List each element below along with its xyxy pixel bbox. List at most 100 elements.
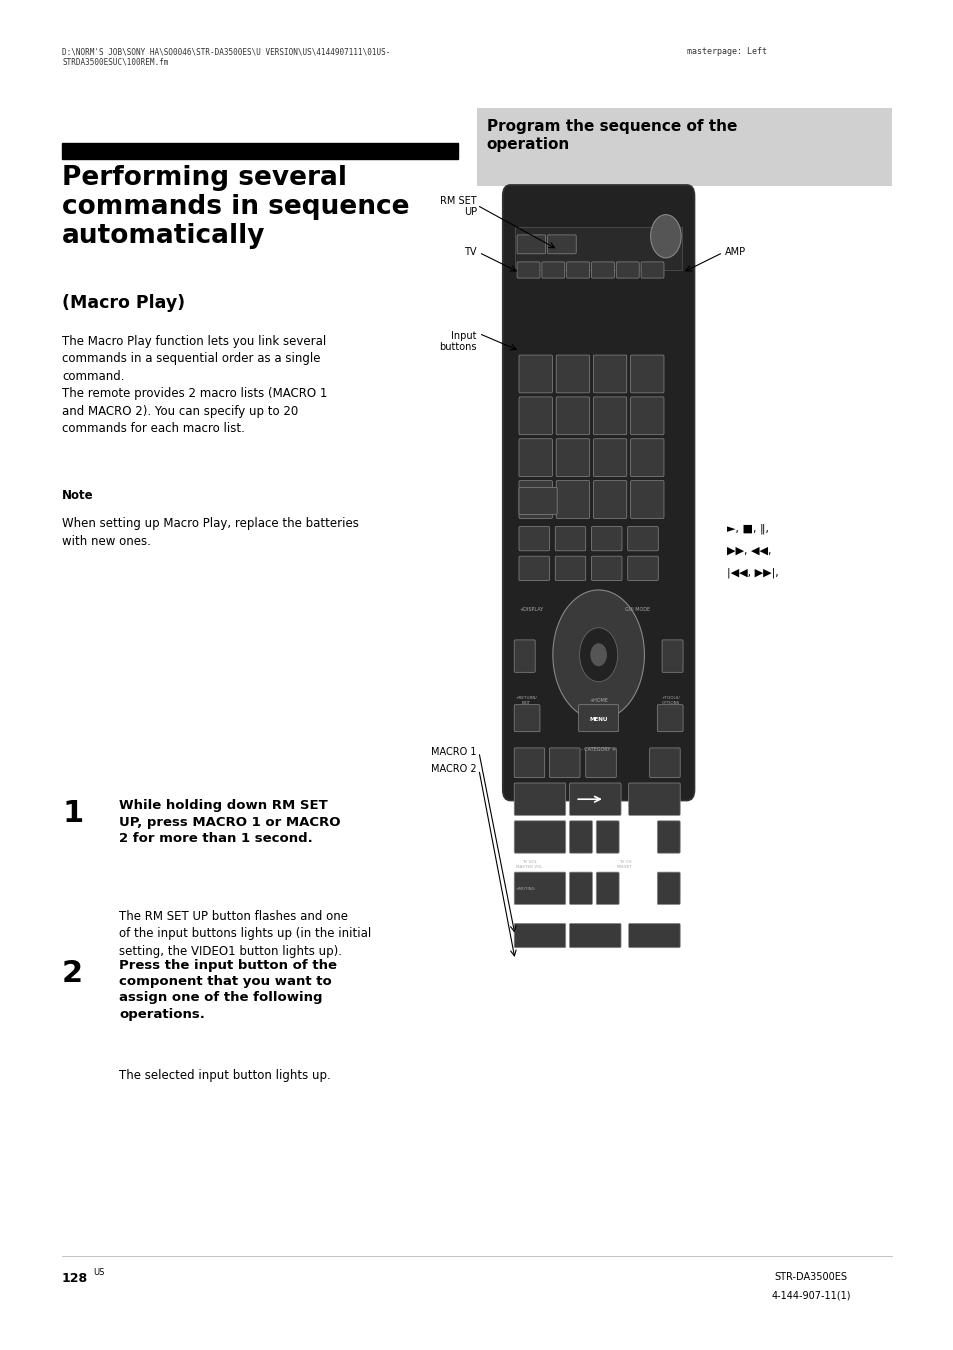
Text: When setting up Macro Play, replace the batteries
with new ones.: When setting up Macro Play, replace the … <box>62 517 358 548</box>
Text: The RM SET UP button flashes and one
of the input buttons lights up (in the init: The RM SET UP button flashes and one of … <box>119 910 371 958</box>
FancyBboxPatch shape <box>591 526 621 551</box>
FancyBboxPatch shape <box>547 235 576 254</box>
FancyBboxPatch shape <box>514 923 565 948</box>
FancyBboxPatch shape <box>556 439 589 477</box>
FancyBboxPatch shape <box>630 481 663 518</box>
FancyBboxPatch shape <box>657 872 679 904</box>
FancyBboxPatch shape <box>518 355 552 393</box>
Text: MACRO 2: MACRO 2 <box>431 764 476 775</box>
FancyBboxPatch shape <box>518 487 557 514</box>
FancyBboxPatch shape <box>630 397 663 435</box>
Circle shape <box>553 590 644 720</box>
FancyBboxPatch shape <box>627 526 658 551</box>
FancyBboxPatch shape <box>596 821 618 853</box>
Circle shape <box>650 215 680 258</box>
FancyBboxPatch shape <box>514 748 544 778</box>
FancyBboxPatch shape <box>541 262 564 278</box>
FancyBboxPatch shape <box>630 439 663 477</box>
Text: Input
buttons: Input buttons <box>439 331 476 352</box>
FancyBboxPatch shape <box>593 481 626 518</box>
FancyBboxPatch shape <box>514 872 565 904</box>
FancyBboxPatch shape <box>628 783 679 815</box>
FancyBboxPatch shape <box>569 821 592 853</box>
FancyBboxPatch shape <box>585 748 616 778</box>
FancyBboxPatch shape <box>515 227 681 270</box>
Text: While holding down RM SET
UP, press MACRO 1 or MACRO
2 for more than 1 second.: While holding down RM SET UP, press MACR… <box>119 799 340 845</box>
Text: TV VOL
MASTER VOL: TV VOL MASTER VOL <box>516 860 542 868</box>
Text: Program the sequence of the
operation: Program the sequence of the operation <box>486 119 736 153</box>
Text: 4-144-907-11(1): 4-144-907-11(1) <box>770 1291 850 1300</box>
FancyBboxPatch shape <box>518 526 549 551</box>
Text: 2: 2 <box>62 958 83 987</box>
FancyBboxPatch shape <box>593 439 626 477</box>
Text: +RETURN/
EXIT: +RETURN/ EXIT <box>516 697 537 705</box>
Text: masterpage: Left: masterpage: Left <box>686 47 766 57</box>
FancyBboxPatch shape <box>591 262 614 278</box>
Text: |◀◀, ▶▶|,: |◀◀, ▶▶|, <box>726 567 778 578</box>
Text: The selected input button lights up.: The selected input button lights up. <box>119 1069 331 1083</box>
Text: +HOME: +HOME <box>589 698 607 703</box>
FancyBboxPatch shape <box>476 108 891 186</box>
FancyBboxPatch shape <box>661 640 682 672</box>
FancyBboxPatch shape <box>514 640 535 672</box>
FancyBboxPatch shape <box>555 556 585 580</box>
FancyBboxPatch shape <box>517 262 539 278</box>
Text: Note: Note <box>62 489 93 502</box>
FancyBboxPatch shape <box>569 783 620 815</box>
Text: Performing several
commands in sequence
automatically: Performing several commands in sequence … <box>62 165 409 248</box>
FancyBboxPatch shape <box>502 185 694 801</box>
Text: - CATEGORY +: - CATEGORY + <box>580 747 616 752</box>
FancyBboxPatch shape <box>657 705 682 732</box>
FancyBboxPatch shape <box>593 397 626 435</box>
Bar <box>62 143 457 159</box>
Text: US: US <box>93 1268 105 1277</box>
Text: MENU: MENU <box>589 717 607 722</box>
Circle shape <box>591 644 606 666</box>
Circle shape <box>578 628 618 682</box>
Text: 128: 128 <box>62 1272 88 1285</box>
FancyBboxPatch shape <box>657 821 679 853</box>
Text: (Macro Play): (Macro Play) <box>62 294 185 312</box>
Text: AMP: AMP <box>724 247 745 258</box>
FancyBboxPatch shape <box>630 355 663 393</box>
FancyBboxPatch shape <box>517 235 545 254</box>
FancyBboxPatch shape <box>578 705 618 732</box>
Text: D:\NORM'S JOB\SONY HA\SO0046\STR-DA3500ES\U VERSION\US\4144907111\01US-
STRDA350: D:\NORM'S JOB\SONY HA\SO0046\STR-DA3500E… <box>62 47 390 66</box>
FancyBboxPatch shape <box>596 872 618 904</box>
FancyBboxPatch shape <box>555 526 585 551</box>
FancyBboxPatch shape <box>616 262 639 278</box>
Text: +DISPLAY: +DISPLAY <box>519 608 543 613</box>
FancyBboxPatch shape <box>518 397 552 435</box>
FancyBboxPatch shape <box>591 556 621 580</box>
FancyBboxPatch shape <box>514 705 539 732</box>
FancyBboxPatch shape <box>549 748 579 778</box>
FancyBboxPatch shape <box>627 556 658 580</box>
FancyBboxPatch shape <box>649 748 679 778</box>
Text: ▶▶, ◀◀,: ▶▶, ◀◀, <box>726 545 771 555</box>
Text: ►, ■, ‖,: ►, ■, ‖, <box>726 524 768 535</box>
FancyBboxPatch shape <box>628 923 679 948</box>
Text: RM SET
UP: RM SET UP <box>440 196 476 217</box>
FancyBboxPatch shape <box>514 821 565 853</box>
FancyBboxPatch shape <box>514 783 565 815</box>
Text: +TOOLS/
OPTIONS: +TOOLS/ OPTIONS <box>660 697 679 705</box>
Text: TV CH
PRESET: TV CH PRESET <box>617 860 632 868</box>
FancyBboxPatch shape <box>569 872 592 904</box>
Text: +MUTING: +MUTING <box>515 887 535 891</box>
FancyBboxPatch shape <box>556 481 589 518</box>
Text: GUI MODE: GUI MODE <box>624 608 649 613</box>
FancyBboxPatch shape <box>518 556 549 580</box>
FancyBboxPatch shape <box>640 262 663 278</box>
Text: Press the input button of the
component that you want to
assign one of the follo: Press the input button of the component … <box>119 958 337 1021</box>
FancyBboxPatch shape <box>566 262 589 278</box>
FancyBboxPatch shape <box>593 355 626 393</box>
Text: The Macro Play function lets you link several
commands in a sequential order as : The Macro Play function lets you link se… <box>62 335 327 435</box>
FancyBboxPatch shape <box>556 397 589 435</box>
Text: 1: 1 <box>62 799 83 828</box>
Text: MACRO 1: MACRO 1 <box>431 747 476 757</box>
FancyBboxPatch shape <box>518 481 552 518</box>
FancyBboxPatch shape <box>518 439 552 477</box>
FancyBboxPatch shape <box>556 355 589 393</box>
Text: STR-DA3500ES: STR-DA3500ES <box>774 1272 846 1281</box>
FancyBboxPatch shape <box>569 923 620 948</box>
